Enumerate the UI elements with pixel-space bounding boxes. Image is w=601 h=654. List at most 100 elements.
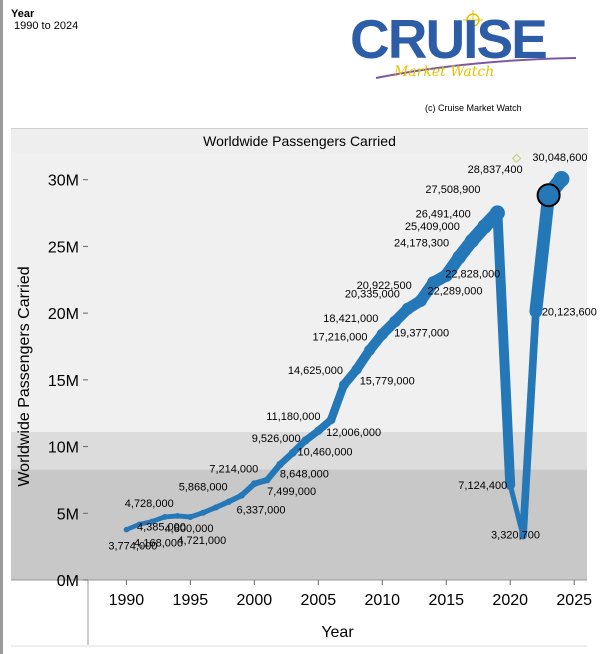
data-label: 4,385,000 [137, 521, 186, 533]
year-filter-label: Year [11, 8, 35, 20]
data-point[interactable] [520, 533, 526, 539]
x-tick-label: 1990 [109, 592, 145, 609]
data-point[interactable] [427, 276, 440, 290]
data-label: 7,499,000 [267, 486, 316, 498]
data-point[interactable] [326, 415, 336, 425]
data-label: 3,774,000 [108, 541, 157, 553]
data-label: 24,178,300 [394, 237, 449, 249]
x-tick-label: 2000 [237, 592, 273, 609]
data-label: 8,648,000 [280, 469, 329, 481]
y-tick-label: 20M [48, 306, 79, 323]
x-axis-title: Year [321, 624, 354, 641]
data-label: 25,409,000 [405, 221, 460, 233]
data-label: 9,526,000 [252, 433, 301, 445]
data-point[interactable] [123, 526, 130, 533]
x-tick-label: 2005 [301, 592, 337, 609]
data-point[interactable] [553, 171, 570, 188]
data-point[interactable] [364, 344, 375, 356]
data-point[interactable] [276, 460, 284, 469]
data-point[interactable] [149, 518, 155, 525]
data-label: 20,922,500 [357, 280, 412, 292]
y-tick-label: 15M [48, 373, 79, 390]
data-point[interactable] [174, 512, 181, 519]
x-tick-label: 2020 [492, 592, 528, 609]
data-label: 17,216,000 [312, 331, 367, 343]
background-band [11, 153, 587, 432]
series-line-segment [519, 307, 540, 540]
window-left-border [0, 0, 3, 654]
series-line-segment [492, 207, 516, 490]
data-point[interactable] [301, 436, 310, 445]
data-label: 4,168,000 [134, 537, 183, 549]
data-label: 12,006,000 [326, 427, 381, 439]
logo-swoosh [375, 10, 577, 79]
data-point[interactable] [314, 426, 323, 436]
data-label: 11,180,000 [266, 411, 320, 423]
data-point[interactable] [238, 492, 245, 499]
data-label: 26,491,400 [416, 209, 471, 221]
data-point[interactable] [161, 513, 168, 520]
data-point[interactable] [452, 250, 466, 265]
data-point[interactable] [351, 364, 362, 375]
data-point[interactable] [250, 480, 258, 488]
data-point[interactable] [187, 514, 194, 520]
data-label: 27,508,900 [425, 184, 480, 196]
data-label: 10,460,000 [298, 446, 353, 458]
y-tick-label: 10M [48, 440, 79, 457]
x-tick-label: 1995 [173, 592, 209, 609]
data-point[interactable] [212, 504, 220, 511]
data-label: 18,421,000 [323, 313, 378, 325]
x-tick-label: 2010 [364, 592, 400, 609]
data-point[interactable] [263, 476, 271, 484]
data-point[interactable] [414, 294, 427, 307]
reference-diamond-marker [511, 153, 522, 164]
data-point[interactable] [288, 448, 297, 457]
series-line-segment [326, 380, 349, 424]
data-point[interactable] [477, 219, 492, 234]
data-label: 14,625,000 [288, 365, 343, 377]
data-point[interactable] [439, 268, 453, 282]
data-label: 3,320,700 [491, 530, 540, 542]
data-label: 22,828,000 [445, 268, 500, 280]
data-label: 19,377,000 [394, 327, 449, 339]
x-tick-label: 2015 [428, 592, 464, 609]
highlight-marker[interactable] [536, 183, 561, 208]
x-tick-label: 2025 [556, 592, 592, 609]
data-label: 6,337,000 [237, 504, 286, 516]
series-line-segment [529, 188, 556, 318]
data-point[interactable] [225, 498, 232, 505]
data-label: 20,335,000 [345, 289, 400, 301]
cruise-market-watch-logo: CRUISE Market Watch [346, 8, 578, 88]
data-point[interactable] [389, 315, 401, 328]
y-tick-label: 0M [57, 573, 79, 590]
data-label: 7,214,000 [209, 464, 258, 476]
data-point[interactable] [136, 521, 143, 528]
data-label: 30,048,600 [532, 152, 587, 164]
data-point[interactable] [401, 302, 414, 315]
data-point[interactable] [489, 205, 505, 221]
y-tick-label: 25M [48, 239, 79, 256]
background-band [11, 469, 587, 580]
data-label: 20,123,600 [542, 306, 597, 318]
data-point[interactable] [506, 481, 514, 489]
data-label: 22,289,000 [427, 286, 482, 298]
year-filter-value[interactable]: 1990 to 2024 [14, 20, 79, 32]
data-label: 5,868,000 [179, 482, 228, 494]
data-label: 28,837,400 [468, 164, 523, 176]
logo-main-text: CRUISE [350, 8, 548, 70]
y-tick-label: 30M [48, 173, 79, 190]
data-label: 4,800,000 [165, 523, 214, 535]
data-point[interactable] [529, 305, 542, 318]
data-point[interactable] [200, 509, 207, 516]
logo-sub-text: Market Watch [394, 64, 495, 80]
data-label: 15,779,000 [360, 375, 415, 387]
copyright-text: (c) Cruise Market Watch [425, 103, 522, 113]
data-point[interactable] [464, 233, 479, 249]
y-tick-label: 5M [57, 506, 79, 523]
data-point[interactable] [338, 379, 349, 390]
data-label: 4,728,000 [125, 498, 174, 510]
data-point[interactable] [376, 328, 388, 340]
data-label: 4,721,000 [177, 535, 226, 547]
y-axis-title: Worldwide Passengers Carried [16, 266, 33, 486]
